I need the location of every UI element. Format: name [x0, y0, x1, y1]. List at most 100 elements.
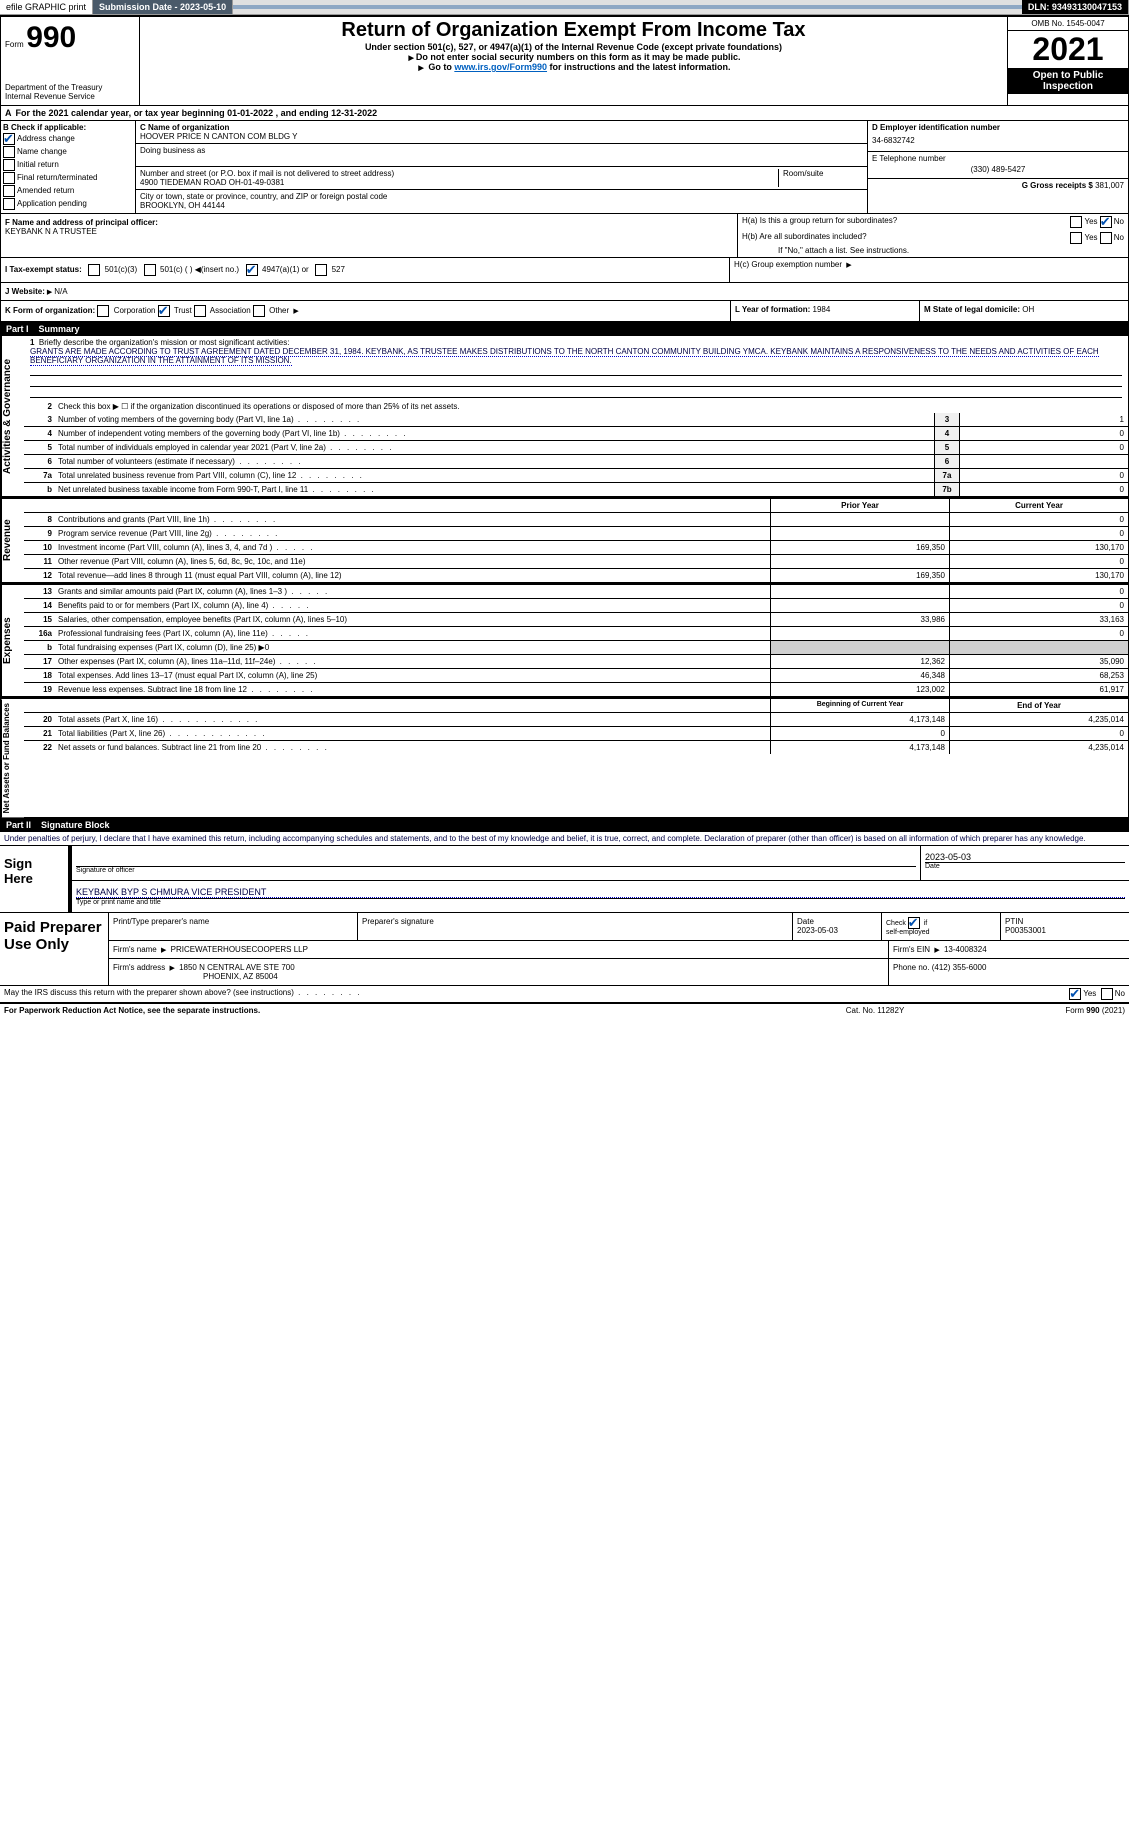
goto-pre: Go to: [428, 62, 454, 72]
revenue-section: Revenue Prior Year Current Year 8Contrib…: [0, 497, 1129, 583]
k-corp[interactable]: [97, 305, 109, 317]
p16a: [770, 627, 949, 640]
phone-value: (330) 489-5427: [872, 163, 1124, 176]
officer-printed: KEYBANK BYP S CHMURA VICE PRESIDENT: [76, 887, 1125, 898]
ein-value: 34-6832742: [872, 132, 1124, 149]
submission-date-button[interactable]: Submission Date - 2023-05-10: [93, 0, 233, 14]
b-opt-4: Amended return: [17, 186, 74, 195]
page-footer: For Paperwork Reduction Act Notice, see …: [0, 1004, 1129, 1017]
i-4947[interactable]: [246, 264, 258, 276]
c14: 0: [949, 599, 1128, 612]
k-other[interactable]: [253, 305, 265, 317]
hc-label: H(c) Group exemption number: [734, 260, 842, 269]
declaration: Under penalties of perjury, I declare th…: [0, 832, 1129, 846]
irs-link[interactable]: www.irs.gov/Form990: [454, 62, 547, 72]
b-opt-1: Name change: [17, 147, 67, 156]
part2-header: Part II Signature Block: [0, 818, 1129, 832]
chk-initial-return[interactable]: [3, 159, 15, 171]
l6: Total number of volunteers (estimate if …: [56, 455, 934, 468]
ha-no[interactable]: [1100, 216, 1112, 228]
part2-num: Part II: [6, 820, 41, 830]
k-trust[interactable]: [158, 305, 170, 317]
section-fh: F Name and address of principal officer:…: [0, 214, 1129, 258]
phone-lbl: Phone no.: [893, 963, 929, 972]
goto-post: for instructions and the latest informat…: [550, 62, 731, 72]
l9: Program service revenue (Part VIII, line…: [56, 527, 770, 540]
part2-name: Signature Block: [41, 820, 110, 830]
p19: 123,002: [770, 683, 949, 696]
paid-preparer-block: Paid Preparer Use Only Print/Type prepar…: [0, 912, 1129, 986]
b-opt-2: Initial return: [17, 160, 59, 169]
open-to-public: Open to Public Inspection: [1008, 68, 1128, 94]
activities-governance: Activities & Governance 1 Briefly descri…: [0, 336, 1129, 497]
l5: Total number of individuals employed in …: [56, 441, 934, 454]
website-value: N/A: [54, 287, 67, 296]
side-tab-activities: Activities & Governance: [1, 336, 24, 496]
l4: Number of independent voting members of …: [56, 427, 934, 440]
current-year-hdr: Current Year: [949, 499, 1128, 512]
c10: 130,170: [949, 541, 1128, 554]
discuss-row: May the IRS discuss this return with the…: [0, 986, 1129, 1004]
chk-app-pending[interactable]: [3, 198, 15, 210]
p14: [770, 599, 949, 612]
b-opt-3: Final return/terminated: [17, 173, 97, 182]
l12: Total revenue—add lines 8 through 11 (mu…: [56, 569, 770, 582]
prior-year-hdr: Prior Year: [770, 499, 949, 512]
irs-label: Internal Revenue Service: [5, 92, 135, 101]
c21: 0: [949, 727, 1128, 740]
subtitle-2: Do not enter social security numbers on …: [416, 52, 741, 62]
p12: 169,350: [770, 569, 949, 582]
i-opt-2: 4947(a)(1) or: [262, 265, 309, 274]
l7b: Net unrelated business taxable income fr…: [56, 483, 934, 496]
c16a: 0: [949, 627, 1128, 640]
c22: 4,235,014: [949, 741, 1128, 754]
i-opt-1: 501(c) ( ) ◀(insert no.): [160, 265, 239, 274]
i-opt-3: 527: [332, 265, 345, 274]
chk-final-return[interactable]: [3, 172, 15, 184]
line-a-text: For the 2021 calendar year, or tax year …: [16, 108, 378, 118]
v3: 1: [959, 413, 1128, 426]
l21: Total liabilities (Part X, line 26): [56, 727, 770, 740]
pp-date-lbl: Date: [797, 917, 814, 926]
g-label: G Gross receipts $: [1022, 181, 1093, 190]
l13: Grants and similar amounts paid (Part IX…: [56, 585, 770, 598]
expenses-section: Expenses 13Grants and similar amounts pa…: [0, 583, 1129, 697]
discuss-no[interactable]: [1101, 988, 1113, 1000]
efile-label: efile GRAPHIC print: [0, 0, 93, 14]
p20: 4,173,148: [770, 713, 949, 726]
i-501c3[interactable]: [88, 264, 100, 276]
self-employed-chk[interactable]: [908, 917, 920, 929]
side-tab-revenue: Revenue: [1, 499, 24, 582]
l16a: Professional fundraising fees (Part IX, …: [56, 627, 770, 640]
c8: 0: [949, 513, 1128, 526]
chk-address-change[interactable]: [3, 133, 15, 145]
discuss-text: May the IRS discuss this return with the…: [4, 988, 294, 997]
l17: Other expenses (Part IX, column (A), lin…: [56, 655, 770, 668]
chk-amended[interactable]: [3, 185, 15, 197]
section-bcdeg: B Check if applicable: Address change Na…: [0, 121, 1129, 214]
hb-no[interactable]: [1100, 232, 1112, 244]
k-label: K Form of organization:: [5, 306, 95, 315]
b-opt-0: Address change: [17, 134, 75, 143]
hb-yes[interactable]: [1070, 232, 1082, 244]
ha-yes[interactable]: [1070, 216, 1082, 228]
i-527[interactable]: [315, 264, 327, 276]
m-value: OH: [1022, 305, 1034, 314]
k-assoc[interactable]: [194, 305, 206, 317]
discuss-yes[interactable]: [1069, 988, 1081, 1000]
p10: 169,350: [770, 541, 949, 554]
k-opt-0: Corporation: [114, 306, 156, 315]
pp-sig-lbl: Preparer's signature: [358, 913, 793, 940]
gross-receipts: 381,007: [1095, 181, 1124, 190]
l3: Number of voting members of the governin…: [56, 413, 934, 426]
chk-name-change[interactable]: [3, 146, 15, 158]
org-name: HOOVER PRICE N CANTON COM BLDG Y: [140, 132, 863, 141]
ptin: P00353001: [1005, 926, 1046, 935]
v6: [959, 455, 1128, 468]
p21: 0: [770, 727, 949, 740]
firm-addr-lbl: Firm's address: [113, 963, 167, 972]
form-header: Form 990 Department of the Treasury Inte…: [0, 15, 1129, 106]
i-501c[interactable]: [144, 264, 156, 276]
i-opt-0: 501(c)(3): [105, 265, 137, 274]
c9: 0: [949, 527, 1128, 540]
